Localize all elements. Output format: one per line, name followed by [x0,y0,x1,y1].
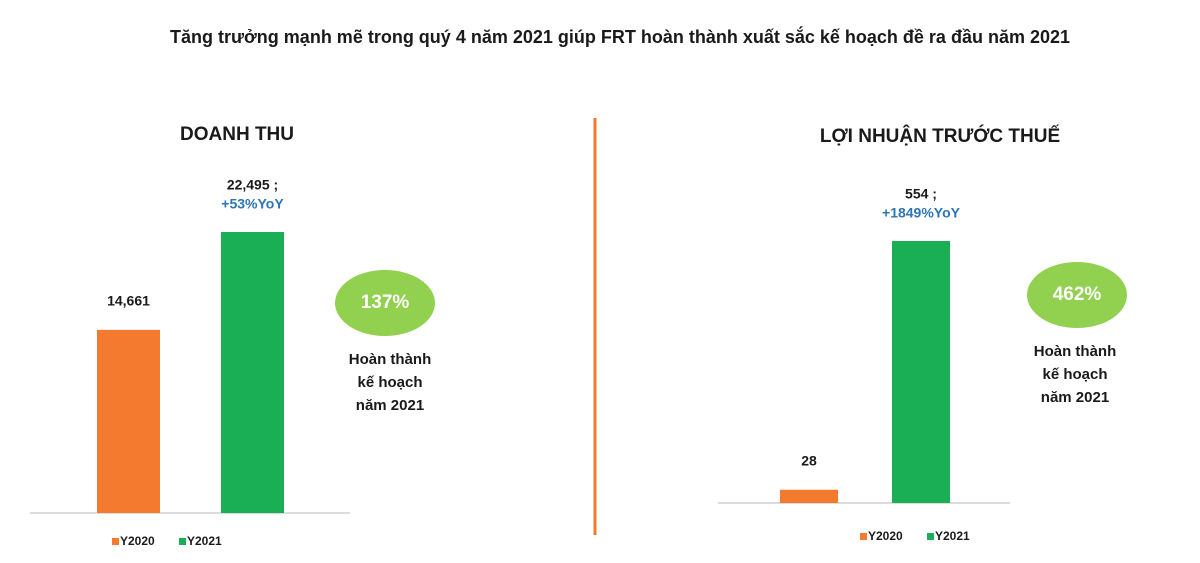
note-line: kế hoạch [1042,366,1107,383]
yoy-label: +53%YoY [221,196,284,212]
legend-swatch [179,538,186,545]
value-label: 28 [801,452,817,468]
badge [335,270,435,336]
yoy-label: +1849%YoY [882,205,961,221]
note-line: kế hoạch [357,374,422,391]
legend-label: Y2021 [187,534,222,548]
legend-label: Y2021 [935,529,970,543]
chart-title: LỢI NHUẬN TRƯỚC THUẾ [820,125,1060,147]
bar [221,232,284,513]
bar [97,329,160,513]
value-label: 14,661 [107,293,150,309]
value-label: 22,495 ; [227,177,278,193]
legend-swatch [860,533,867,540]
note-line: Hoàn thành [349,351,432,368]
badge-label: 137% [361,292,410,313]
legend-swatch [927,533,934,540]
legend-label: Y2020 [120,534,155,548]
note-line: năm 2021 [1041,389,1109,406]
legend-swatch [112,538,119,545]
value-label: 554 ; [905,186,937,202]
page-title: Tăng trưởng mạnh mẽ trong quý 4 năm 2021… [170,26,1070,47]
badge [1027,262,1127,328]
note-line: năm 2021 [356,397,424,414]
note-line: Hoàn thành [1034,343,1117,360]
chart-title: DOANH THU [180,124,294,145]
badge-label: 462% [1053,284,1102,305]
bar [780,489,838,503]
legend-label: Y2020 [868,529,903,543]
bar [892,241,950,503]
